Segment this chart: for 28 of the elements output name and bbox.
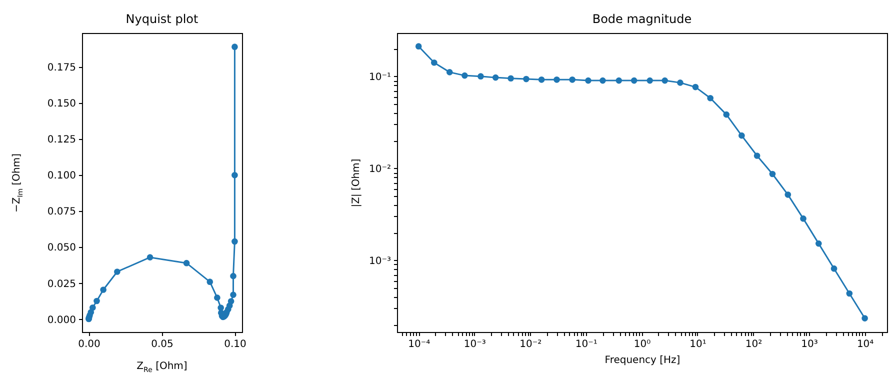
y-tick-label: 10⁻² — [368, 164, 391, 175]
x-tick-label: 10³ — [801, 339, 818, 350]
y-tick-label: 0.025 — [47, 278, 76, 290]
chart-title: Bode magnitude — [592, 12, 692, 26]
x-axis-title: Z$_{Re}$ [Ohm] — [136, 361, 188, 374]
y-tick-label: 0.075 — [47, 206, 76, 218]
y-tick-label: 0.125 — [47, 134, 76, 146]
y-tick-label: 0.050 — [47, 242, 76, 254]
y-tick-label: 10⁻¹ — [368, 72, 391, 83]
x-tick-label: 0.00 — [78, 339, 100, 350]
x-tick-label: 10⁻³ — [464, 339, 486, 350]
x-tick-label: 10⁻¹ — [575, 339, 598, 350]
y-tick-label: 0.100 — [47, 170, 76, 182]
chart-title: Nyquist plot — [126, 12, 198, 26]
x-tick-label: 10⁻² — [520, 339, 542, 350]
y-tick-label: 0.175 — [47, 62, 76, 74]
x-tick-label: 10⁰ — [634, 339, 651, 350]
y-tick-label: 0.000 — [47, 314, 76, 326]
y-tick-label: 10⁻³ — [368, 256, 391, 267]
x-tick-label: 0.10 — [224, 339, 246, 350]
x-tick-label: 10² — [745, 339, 762, 350]
x-tick-label: 0.05 — [151, 339, 174, 350]
y-tick-label: 0.150 — [47, 98, 76, 110]
x-axis-title: Frequency [Hz] — [604, 355, 680, 366]
y-axis-title: |Z| [Ohm] — [350, 158, 362, 208]
x-tick-label: 10⁻⁴ — [408, 339, 430, 350]
x-tick-label: 10¹ — [690, 339, 706, 350]
x-tick-label: 10⁴ — [856, 339, 874, 350]
